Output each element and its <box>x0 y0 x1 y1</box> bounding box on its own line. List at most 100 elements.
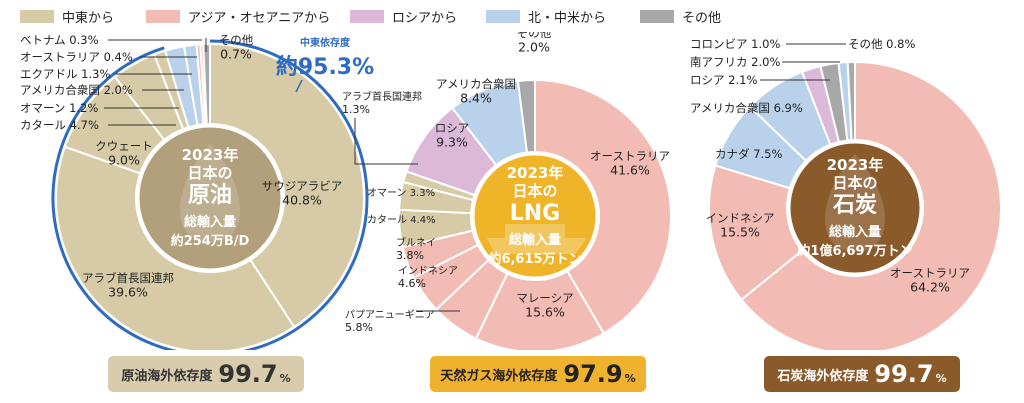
slice-1 <box>739 60 1002 350</box>
center-label-line: 2023年 <box>827 156 884 174</box>
legend-item-middle-east: 中東から <box>20 8 115 26</box>
slice-label: サウジアラビア <box>262 179 343 193</box>
slice-label: クウェート <box>95 139 153 153</box>
slice-value-label: 15.6% <box>525 305 565 320</box>
center-label-line: 日本の <box>832 174 877 192</box>
slice-label: オーストラリア <box>590 149 670 163</box>
slice-label: ロシア 2.1% <box>690 73 757 87</box>
legend-label: 北・中米から <box>528 10 607 26</box>
slice-value-label: 39.6% <box>108 285 148 300</box>
center-disk <box>471 152 599 280</box>
slice-label: コロンビア 1.0% <box>690 37 780 51</box>
ship-icon <box>487 224 587 254</box>
badge-value: 99.7 <box>874 360 934 388</box>
legend-swatch <box>20 9 54 23</box>
slice-label: カナダ 7.5% <box>715 147 782 161</box>
label-leader-line <box>354 118 418 165</box>
slice-label: パプアニューギニア <box>345 309 435 321</box>
slice-label: その他 <box>517 32 552 40</box>
center-label-line: 2023年 <box>507 164 564 182</box>
droplet-icon <box>825 154 885 252</box>
center-label-line: LNG <box>510 201 561 226</box>
slice-label: オーストラリア <box>890 266 970 280</box>
badge-label: 石炭海外依存度 <box>777 368 869 384</box>
slice-value-label: 9.0% <box>108 153 140 168</box>
slice-label: マレーシア <box>516 291 573 305</box>
center-label-line: 日本の <box>512 182 557 200</box>
slice-label: ロシア <box>435 121 470 135</box>
center-label-line: 約254万B/D <box>171 233 250 249</box>
slice-label: オーストラリア 0.4% <box>20 50 133 64</box>
slice-label: アメリカ合衆国 <box>436 77 516 91</box>
slice-value-label: 64.2% <box>910 280 950 295</box>
center-label-line: 2023年 <box>182 146 239 164</box>
slice-value-label: 2.0% <box>518 40 550 55</box>
badge-label: 天然ガス海外依存度 <box>440 368 558 384</box>
slice-2 <box>708 164 804 302</box>
slice-label: アメリカ合衆国 2.0% <box>20 83 133 97</box>
slice-10 <box>202 42 211 126</box>
slice-1 <box>209 42 365 329</box>
legend-item-other: その他 <box>640 8 722 26</box>
badge-value: 97.9 <box>563 360 623 388</box>
badge-unit: % <box>279 371 291 385</box>
badge-unit: % <box>624 371 636 385</box>
slice-value-label: 4.6% <box>398 277 426 290</box>
slice-value-label: 9.3% <box>436 135 468 150</box>
slice-label: インドネシア <box>398 265 458 277</box>
crude-oil-dependency-badge: 原油海外依存度 99.7 % <box>108 356 304 392</box>
slice-label: カタール 4.4% <box>367 214 436 226</box>
legend-item-asia-oceania: アジア・オセアニアから <box>146 8 331 26</box>
slice-label: オマーン 1.2% <box>20 101 98 115</box>
badge-label: 原油海外依存度 <box>121 368 213 384</box>
slice-label: 南アフリカ 2.0% <box>690 55 780 69</box>
center-label-line: 石炭 <box>832 192 877 218</box>
legend-item-north-central-america: 北・中米から <box>486 8 607 26</box>
slice-label: アラブ首長国連邦 <box>82 271 174 285</box>
badge-value: 99.7 <box>218 360 278 388</box>
legend-swatch <box>350 9 384 23</box>
slice-value-label: 15.5% <box>720 225 760 240</box>
highlight-title: 中東依存度 <box>300 36 351 49</box>
slice-11 <box>516 78 536 154</box>
center-disk <box>136 124 284 272</box>
center-disk <box>787 140 923 276</box>
slice-label: その他 <box>219 33 254 47</box>
legend-label: 中東から <box>62 10 115 26</box>
badge-unit: % <box>935 371 947 385</box>
slice-label: その他 0.8% <box>848 37 915 51</box>
droplet-icon <box>180 144 240 242</box>
highlight-pointer <box>295 79 303 93</box>
center-label-line: 総輸入量 <box>184 214 236 230</box>
chart-legend: 中東から アジア・オセアニアから ロシアから 北・中米から その他 <box>0 0 1024 32</box>
natural-gas-dependency-badge: 天然ガス海外依存度 97.9 % <box>430 356 646 392</box>
slice-value-label: 1.3% <box>342 103 370 116</box>
legend-label: ロシアから <box>392 10 458 26</box>
legend-label: その他 <box>682 10 722 26</box>
legend-label: アジア・オセアニアから <box>188 10 331 26</box>
legend-swatch <box>486 9 520 23</box>
slice-1 <box>534 78 672 335</box>
center-label-line: 原油 <box>188 183 232 208</box>
slice-value-label: 3.8% <box>396 249 424 262</box>
slice-2 <box>55 145 296 350</box>
slice-value-label: 5.8% <box>345 321 373 334</box>
slice-8 <box>846 60 856 142</box>
center-label-line: 日本の <box>187 164 232 182</box>
center-label-line: 総輸入量 <box>829 224 881 240</box>
slice-label: オマーン 3.3% <box>367 187 435 199</box>
legend-swatch <box>146 9 180 23</box>
slice-label: アメリカ合衆国 6.9% <box>690 101 803 115</box>
slice-label: カタール 4.7% <box>20 118 99 132</box>
slice-value-label: 0.7% <box>220 47 252 62</box>
slice-label: ベトナム 0.3% <box>20 33 99 47</box>
coal-dependency-badge: 石炭海外依存度 99.7 % <box>764 356 960 392</box>
slice-label: アラブ首長国連邦 <box>342 90 422 103</box>
slice-value-label: 40.8% <box>282 193 322 208</box>
center-label-line: 約1億6,697万トン <box>797 243 912 259</box>
legend-item-russia: ロシアから <box>350 8 458 26</box>
center-label-line: 総輸入量 <box>509 232 561 248</box>
